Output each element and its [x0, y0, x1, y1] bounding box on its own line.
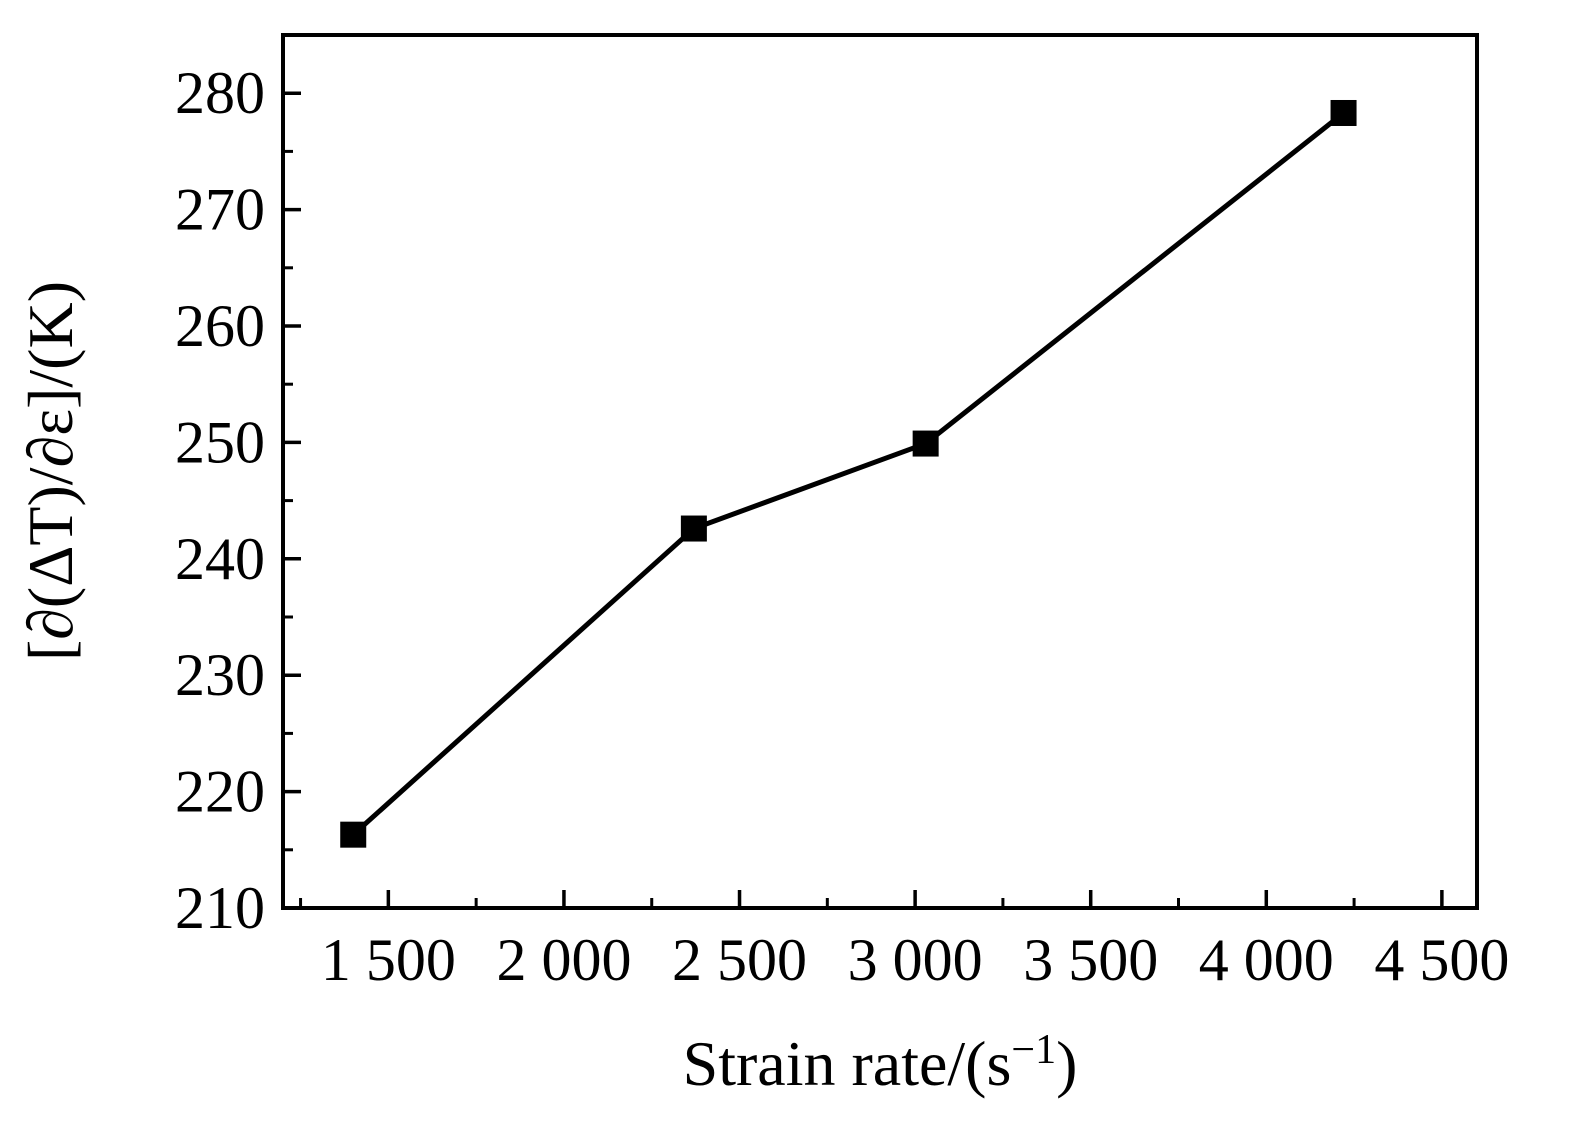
y-axis-label: [∂(ΔT)/∂ε]/(K): [15, 281, 86, 661]
plot-frame: [281, 33, 1479, 910]
y-tick-label: 260: [175, 293, 265, 359]
data-point-marker: [340, 821, 367, 848]
plot-area: 1 500 2 000 2 500 3 000 3 500 4 000 4 500 210 22…: [175, 33, 1509, 993]
y-tick-label: 250: [175, 409, 265, 475]
data-point-marker: [912, 430, 939, 457]
x-tick-label: 1 500: [321, 927, 456, 993]
x-tick-label: 4 500: [1374, 927, 1509, 993]
x-axis-label-superscript: −1: [1011, 1027, 1056, 1073]
y-tick-label: 240: [175, 526, 265, 592]
x-axis-label-prefix: Strain rate/(s: [683, 1028, 1012, 1099]
x-axis-label: Strain rate/(s−1): [683, 1027, 1078, 1099]
x-tick-label: 3 000: [848, 927, 983, 993]
y-tick-label: 270: [175, 177, 265, 243]
x-axis-label-suffix: ): [1056, 1028, 1077, 1099]
y-tick-label: 280: [175, 60, 265, 126]
x-tick-label: 4 000: [1199, 927, 1334, 993]
data-point-marker: [680, 515, 707, 542]
x-tick-label: 2 500: [672, 927, 807, 993]
x-tick-label: 3 500: [1023, 927, 1158, 993]
y-tick-label: 210: [175, 875, 265, 941]
x-tick-label: 2 000: [496, 927, 631, 993]
y-tick-label: 230: [175, 642, 265, 708]
data-series-line: [351, 111, 1346, 837]
data-point-marker: [1330, 99, 1357, 126]
y-tick-label: 220: [175, 759, 265, 825]
